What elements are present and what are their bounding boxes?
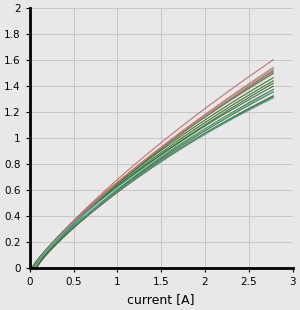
- X-axis label: current [A]: current [A]: [128, 293, 195, 306]
